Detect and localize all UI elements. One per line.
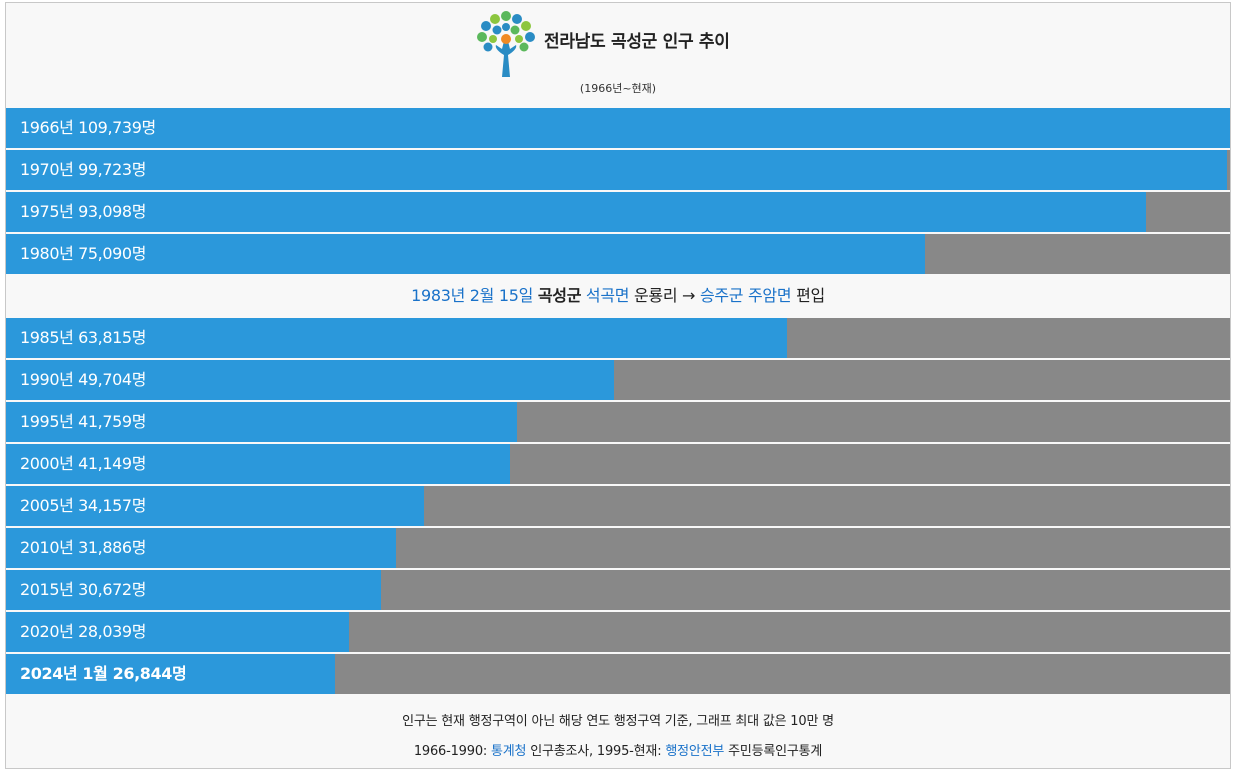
source-kostat-link[interactable]: 통계청 xyxy=(491,744,527,759)
event-to-county-link[interactable]: 승주군 xyxy=(699,286,744,305)
bar-track: 1990년 49,704명 xyxy=(6,360,1230,400)
bar-fill xyxy=(6,318,788,358)
event-to-myeon-link[interactable]: 주암면 xyxy=(748,286,792,305)
bar-track: 2010년 31,886명 xyxy=(6,528,1230,568)
event-county: 곡성군 xyxy=(537,286,582,305)
event-arrow: → xyxy=(682,286,696,305)
bar-track: 2015년 30,672명 xyxy=(6,570,1230,610)
bar-track: 2005년 34,157명 xyxy=(6,486,1230,526)
footer-sources: 1966-1990: 통계청 인구총조사, 1995-현재: 행정안전부 주민등… xyxy=(6,740,1230,759)
chart-header: 전라남도 곡성군 인구 추이 (1966년~현재) xyxy=(6,3,1230,107)
bar-fill xyxy=(6,234,926,274)
bar-track: 1970년 99,723명 xyxy=(6,150,1230,190)
bar-label: 2005년 34,157명 xyxy=(20,496,147,515)
bar-track: 1966년 109,739명 xyxy=(6,108,1230,148)
bar-label: 2010년 31,886명 xyxy=(20,538,147,557)
bar-label: 2020년 28,039명 xyxy=(20,622,147,641)
boundary-change-note: 1983년 2월 15일 곡성군 석곡면 운룡리 → 승주군 주암면 편입 xyxy=(6,276,1230,316)
bar-label: 1970년 99,723명 xyxy=(20,160,147,179)
population-chart-panel: 전라남도 곡성군 인구 추이 (1966년~현재) 1966년 109,739명… xyxy=(5,2,1231,769)
bar-label: 1995년 41,759명 xyxy=(20,412,147,431)
bar-fill xyxy=(6,612,350,652)
bar-label: 1980년 75,090명 xyxy=(20,244,147,263)
event-date-link[interactable]: 1983년 2월 15일 xyxy=(411,286,534,305)
bar-label: 1985년 63,815명 xyxy=(20,328,147,347)
bar-label: 2000년 41,149명 xyxy=(20,454,147,473)
bar-fill xyxy=(6,360,615,400)
footer-note: 인구는 현재 행정구역이 아닌 해당 연도 행정구역 기준, 그래프 최대 값은… xyxy=(402,714,834,729)
bar-fill xyxy=(6,402,518,442)
bar-track: 2020년 28,039명 xyxy=(6,612,1230,652)
bar-label: 1966년 109,739명 xyxy=(20,118,156,137)
bar-track: 1985년 63,815명 xyxy=(6,318,1230,358)
bar-track: 2024년 1월 26,844명 xyxy=(6,654,1230,694)
bar-fill xyxy=(6,444,510,484)
bar-label: 1975년 93,098명 xyxy=(20,202,147,221)
bar-track: 1995년 41,759명 xyxy=(6,402,1230,442)
bar-fill xyxy=(6,654,335,694)
bar-track: 2000년 41,149명 xyxy=(6,444,1230,484)
event-village: 운룡리 xyxy=(633,286,678,305)
source-mois-link[interactable]: 행정안전부 xyxy=(665,744,725,759)
bar-label: 2024년 1월 26,844명 xyxy=(20,664,187,683)
bar-label: 1990년 49,704명 xyxy=(20,370,147,389)
bar-label: 2015년 30,672명 xyxy=(20,580,147,599)
event-from-myeon-link[interactable]: 석곡면 xyxy=(585,286,630,305)
source-kostat-desc: 인구총조사, 1995-현재: xyxy=(530,744,662,759)
chart-title: 전라남도 곡성군 인구 추이 xyxy=(544,32,730,52)
source-mois-desc: 주민등록인구통계 xyxy=(728,744,823,759)
bar-fill xyxy=(6,108,1230,148)
bar-track: 1980년 75,090명 xyxy=(6,234,1230,274)
tree-logo-icon xyxy=(477,11,535,77)
bar-fill xyxy=(6,150,1227,190)
bar-fill xyxy=(6,528,397,568)
event-action: 편입 xyxy=(796,286,825,305)
bar-fill xyxy=(6,570,382,610)
bar-track: 1975년 93,098명 xyxy=(6,192,1230,232)
bar-fill xyxy=(6,192,1146,232)
bar-fill xyxy=(6,486,425,526)
footer-period-1: 1966-1990: xyxy=(413,744,488,759)
chart-subtitle: (1966년~현재) xyxy=(579,82,657,95)
